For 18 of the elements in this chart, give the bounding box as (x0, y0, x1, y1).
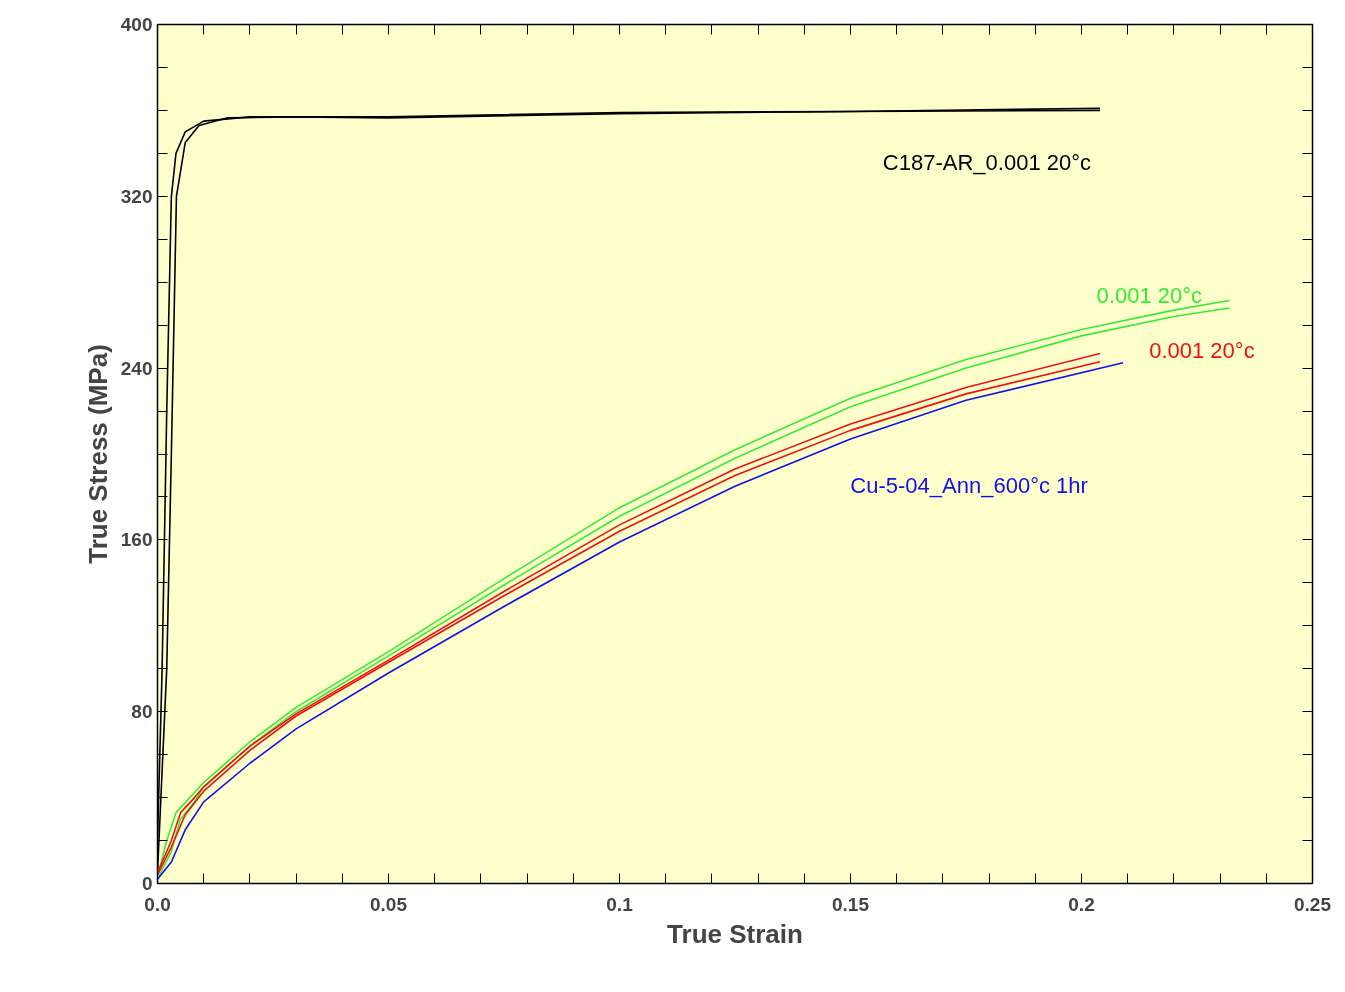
x-tick-label: 0.1 (606, 893, 634, 915)
y-tick-label: 320 (120, 185, 153, 207)
x-tick-label: 0.0 (144, 893, 171, 915)
text: 0.001 20°c (1149, 338, 1255, 363)
y-tick-label: 400 (120, 14, 153, 35)
y-tick-label: 240 (120, 357, 153, 379)
x-tick-label: 0.05 (370, 893, 408, 915)
x-tick-label: 0.15 (832, 893, 870, 915)
y-tick-label: 80 (131, 701, 153, 723)
series-label: Cu-5-04_Ann_600°c 1hr (850, 473, 1088, 499)
y-tick-label: 160 (120, 529, 153, 551)
series-label: C187-AR_0.001 20°c (882, 149, 1091, 175)
y-axis-title: True Stress (MPa) (82, 344, 113, 564)
series-label: 0.001 20°c (1096, 282, 1202, 308)
x-tick-label: 0.25 (1294, 893, 1332, 915)
x-axis-title: True Strain (667, 918, 803, 949)
y-tick-label: 0 (141, 873, 153, 894)
x-tick-label: 0.2 (1068, 893, 1095, 915)
